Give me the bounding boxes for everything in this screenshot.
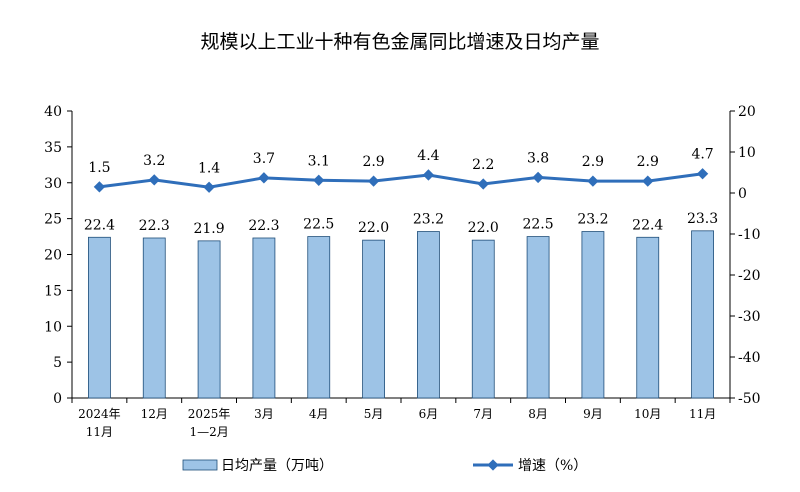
bar (88, 236, 111, 399)
line-value-label: 2.9 (362, 154, 384, 170)
line-value-label: 1.4 (198, 160, 220, 176)
bar-value-label: 22.5 (522, 217, 553, 233)
bar (636, 236, 660, 399)
right-tick-label: -10 (738, 227, 761, 243)
line-value-label: 4.4 (417, 148, 439, 164)
line-value-label: 3.7 (253, 151, 275, 167)
bar-value-label: 22.3 (139, 218, 170, 234)
line-value-label: 2.9 (637, 154, 659, 170)
category-label: 8月 (528, 407, 548, 421)
category-labels: 2024年 11月 12月 2025年 1—2月 3月 4月 5月 6月 7月 8月 9月 10月 11月 (78, 407, 716, 439)
line-value-label: 3.1 (308, 153, 330, 169)
bar-value-label: 23.2 (413, 212, 444, 228)
axes: 0 5 10 15 20 25 30 35 40 -50 -40 -30 -20 -10 0 10 20 (44, 104, 760, 407)
legend: 日均产量（万吨） 增速（%） (182, 458, 587, 474)
line-point (148, 174, 160, 186)
left-tick-label: 20 (44, 248, 62, 264)
bar (471, 239, 495, 399)
bar-labels: 22.4 22.3 21.9 22.3 22.5 22.0 23.2 22.0 22.5 23.2… (84, 211, 718, 237)
legend-bar-swatch (182, 459, 218, 471)
bar (691, 230, 714, 399)
category-label: 7月 (473, 407, 493, 421)
line-point (587, 175, 599, 187)
bar (307, 236, 331, 399)
growth-line (99, 172, 703, 189)
right-tick-label: 20 (738, 104, 756, 120)
left-tick-label: 40 (44, 104, 62, 120)
category-label: 9月 (583, 407, 603, 421)
legend-line-marker (487, 459, 499, 471)
bar-value-label: 22.5 (303, 217, 334, 233)
bar (142, 237, 166, 399)
bar-value-label: 22.4 (84, 217, 115, 233)
chart-title: 规模以上工业十种有色金属同比增速及日均产量 (200, 31, 599, 53)
line-point (203, 181, 215, 193)
category-label: 12月 (141, 407, 168, 421)
right-tick-label: -40 (738, 350, 761, 366)
left-tick-label: 0 (53, 391, 62, 407)
left-tick-label: 35 (44, 140, 62, 156)
category-label: 2025年 (188, 407, 231, 421)
category-label: 5月 (364, 407, 384, 421)
line-value-label: 1.5 (88, 160, 110, 176)
right-tick-label: -30 (738, 309, 761, 325)
right-tick-label: 10 (738, 145, 756, 161)
bar-value-label: 21.9 (193, 221, 224, 237)
bar-value-label: 22.0 (468, 220, 499, 236)
bar-value-label: 22.0 (358, 220, 389, 236)
left-tick-label: 5 (53, 355, 62, 371)
line-point (422, 169, 435, 181)
line-point (532, 171, 544, 184)
bar (362, 239, 385, 399)
category-label: 11月 (86, 425, 113, 439)
bar-value-label: 22.4 (632, 217, 663, 233)
line-series (93, 168, 709, 193)
category-label: 1—2月 (189, 425, 228, 439)
line-point (258, 172, 270, 184)
line-value-label: 4.7 (691, 147, 713, 163)
bar (417, 231, 440, 399)
line-value-label: 2.9 (582, 154, 604, 170)
category-label: 3月 (254, 407, 274, 421)
line-value-label: 3.8 (527, 150, 549, 166)
line-point (367, 175, 380, 187)
left-tick-label: 30 (44, 176, 62, 192)
bar-value-label: 23.2 (577, 212, 608, 228)
right-tick-label: 0 (738, 186, 747, 202)
category-label: 6月 (419, 407, 439, 421)
category-label: 10月 (634, 407, 661, 421)
line-point (696, 168, 709, 180)
right-tick-label: -20 (738, 268, 761, 284)
line-value-label: 2.2 (472, 157, 494, 173)
line-point (313, 174, 325, 186)
legend-bar-label: 日均产量（万吨） (221, 458, 333, 474)
category-label: 4月 (309, 407, 329, 421)
line-point (93, 181, 106, 193)
legend-line-label: 增速（%） (518, 458, 587, 474)
line-point (642, 175, 654, 187)
left-tick-label: 10 (44, 319, 62, 335)
bar-value-label: 22.3 (248, 218, 279, 234)
line-point (477, 178, 489, 190)
left-tick-label: 25 (44, 212, 62, 228)
line-value-label: 3.2 (143, 153, 165, 169)
category-label: 11月 (689, 407, 716, 421)
right-tick-label: -50 (738, 391, 761, 407)
bar (526, 236, 550, 399)
line-labels: 1.5 3.2 1.4 3.7 3.1 2.9 4.4 2.2 3.8 2.9 2.9 4.7 (88, 147, 713, 177)
bar-value-label: 23.3 (687, 211, 718, 227)
bar (197, 240, 221, 399)
category-label: 2024年 (78, 407, 121, 421)
bar (581, 231, 605, 399)
bar (252, 237, 276, 399)
left-tick-label: 15 (44, 283, 62, 299)
bar-series (88, 230, 714, 399)
